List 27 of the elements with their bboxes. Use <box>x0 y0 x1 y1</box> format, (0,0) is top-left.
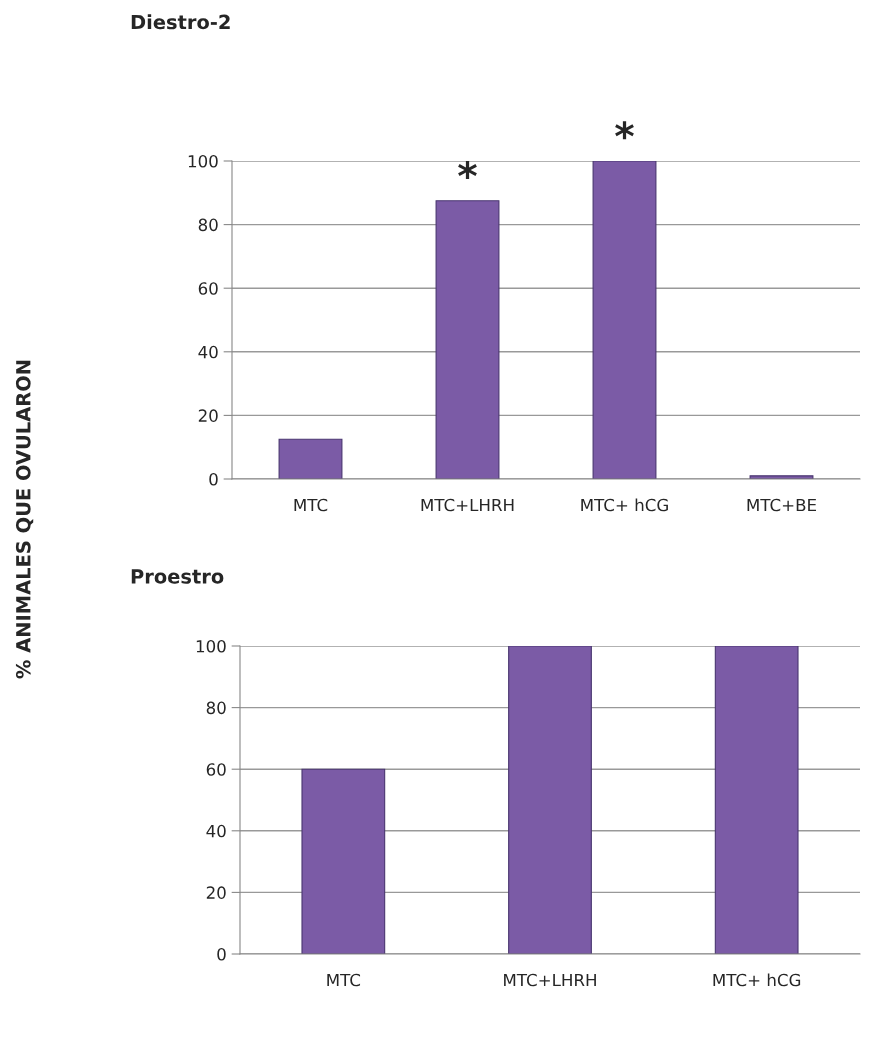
y-tick-label: 20 <box>198 409 218 422</box>
y-tick-label: 80 <box>198 218 218 232</box>
bar <box>278 438 343 479</box>
x-tick-label: MTC <box>327 973 361 987</box>
y-tick-label: 60 <box>206 763 226 776</box>
y-tick-label: 0 <box>209 472 218 486</box>
x-tick-label: MTC <box>294 498 328 512</box>
y-tick-label: 80 <box>206 701 226 715</box>
x-tick-label: MTC+ hCG <box>581 498 668 512</box>
y-tick-label: 0 <box>217 947 226 961</box>
chart-title: Proestro <box>131 569 224 584</box>
y-tick-label: 40 <box>198 345 218 359</box>
y-tick-label: 40 <box>206 824 226 838</box>
x-tick-label: MTC+LHRH <box>504 973 596 987</box>
x-tick-label: MTC+LHRH <box>421 498 514 512</box>
y-tick-label: 20 <box>206 886 226 899</box>
bar <box>592 161 657 479</box>
y-tick-label: 100 <box>196 639 226 653</box>
annotation: * <box>458 161 477 180</box>
x-tick-label: MTC+ hCG <box>713 973 801 987</box>
y-tick-label: 60 <box>198 282 218 295</box>
chart-title: Diestro-2 <box>131 14 230 30</box>
annotation: * <box>615 121 634 140</box>
y-tick-label: 100 <box>188 154 218 168</box>
x-tick-label: MTC+BE <box>747 498 817 512</box>
bar <box>435 200 500 479</box>
y-axis-title: % ANIMALES QUE OVULARON <box>15 360 34 679</box>
